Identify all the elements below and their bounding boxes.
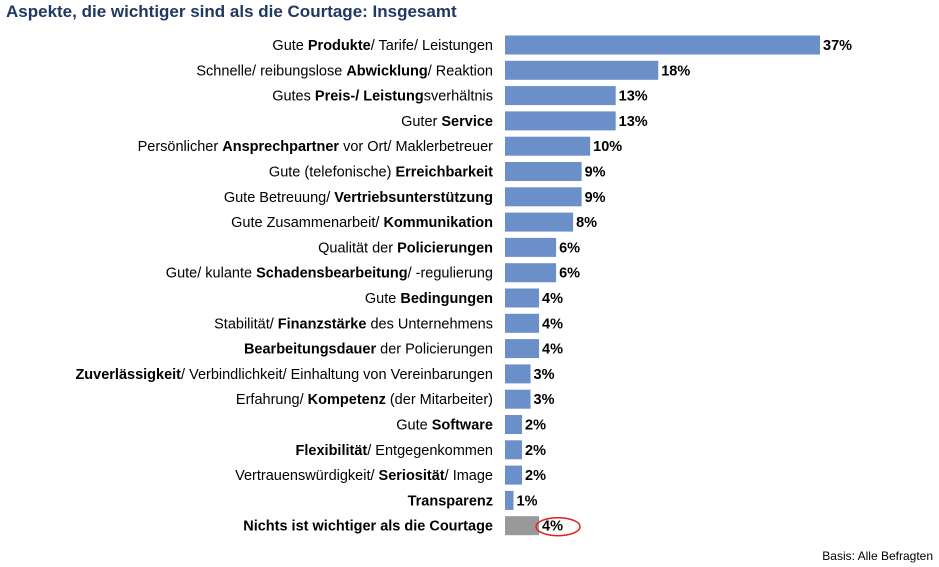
category-label: Gute Software (396, 418, 493, 434)
value-label: 2% (525, 418, 546, 434)
bar (505, 237, 557, 257)
category-label: Guter Service (401, 114, 493, 130)
chart-title: Aspekte, die wichtiger sind als die Cour… (6, 2, 457, 21)
bar (505, 339, 540, 359)
footnote: Basis: Alle Befragten (822, 549, 933, 563)
category-label: Gute (telefonische) Erreichbarkeit (269, 165, 493, 181)
value-label: 9% (585, 190, 606, 206)
bar (505, 465, 523, 485)
category-label: Gute Zusammenarbeit/ Kommunikation (231, 215, 493, 231)
bar (505, 162, 582, 181)
value-label: 2% (525, 443, 546, 459)
value-label: 4% (542, 342, 563, 358)
category-label: Persönlicher Ansprechpartner vor Ort/ Ma… (138, 139, 494, 155)
value-label: 13% (619, 89, 648, 105)
bar (505, 212, 574, 232)
bar (505, 288, 540, 308)
value-label: 10% (593, 139, 622, 155)
value-label: 6% (559, 240, 580, 256)
bar (505, 490, 514, 510)
bar (505, 187, 582, 207)
highlight-ellipse (535, 516, 581, 537)
bar (505, 35, 820, 55)
value-label: 1% (517, 493, 538, 509)
category-label: Flexibilität/ Entgegenkommen (296, 443, 493, 459)
category-label: Gute/ kulante Schadensbearbeitung/ -regu… (166, 266, 493, 282)
bar (505, 440, 523, 460)
category-label: Zuverlässigkeit/ Verbindlichkeit/ Einhal… (75, 367, 493, 383)
category-label: Transparenz (408, 493, 493, 509)
value-label: 4% (542, 291, 563, 307)
category-label: Nichts ist wichtiger als die Courtage (243, 519, 493, 535)
category-label: Gute Bedingungen (365, 291, 493, 307)
bar (505, 60, 659, 80)
value-label: 3% (534, 392, 555, 408)
value-label: 3% (534, 367, 555, 383)
category-label: Bearbeitungsdauer der Policierungen (244, 342, 493, 358)
bar (505, 86, 616, 106)
category-label: Vertrauenswürdigkeit/ Seriosität/ Image (235, 468, 493, 484)
value-label: 4% (542, 519, 563, 535)
bar (505, 263, 557, 283)
value-label: 9% (585, 165, 606, 181)
value-label: 18% (661, 63, 690, 79)
value-label: 13% (619, 114, 648, 130)
category-label: Schnelle/ reibungslose Abwicklung/ Reakt… (196, 63, 493, 79)
value-label: 37% (823, 38, 852, 54)
category-label: Stabilität/ Finanzstärke des Unternehmen… (214, 316, 493, 332)
value-label: 2% (525, 468, 546, 484)
category-label: Erfahrung/ Kompetenz (der Mitarbeiter) (236, 392, 493, 408)
category-label: Gute Produkte/ Tarife/ Leistungen (272, 38, 493, 54)
bar (505, 516, 540, 536)
bar (505, 364, 531, 384)
category-label: Gutes Preis-/ Leistungsverhältnis (272, 89, 493, 105)
bar (505, 136, 591, 156)
bar (505, 111, 616, 131)
bar (505, 389, 531, 409)
bar (505, 313, 540, 333)
value-label: 6% (559, 266, 580, 282)
bar (505, 415, 523, 434)
value-label: 8% (576, 215, 597, 231)
category-label: Gute Betreuung/ Vertriebsunterstützung (224, 190, 493, 206)
value-label: 4% (542, 316, 563, 332)
category-label: Qualität der Policierungen (318, 240, 493, 256)
